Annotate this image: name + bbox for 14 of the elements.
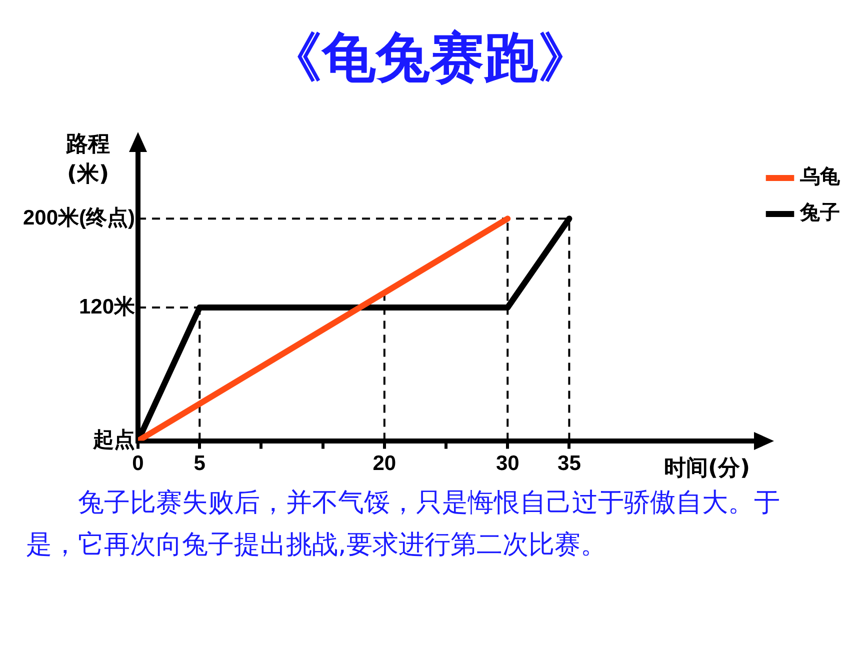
text: 兔子比赛失败后，并不气馁，只是悔恨自己过于骄傲自大。于是，它再次向兔子提出挑战,要求进行第二次比赛。 — [26, 487, 781, 562]
x-tick-label: 5 — [194, 452, 206, 476]
x-tick-label: 20 — [372, 452, 396, 476]
y-tick-label: 120米 — [78, 295, 136, 318]
legend-label: 乌龟 — [799, 164, 841, 188]
x-tick-label: 0 — [132, 452, 144, 476]
x-tick-label: 35 — [558, 452, 582, 476]
x-axis-title: 时间(分) — [664, 454, 750, 483]
chart-title: 《龟兔赛跑》 — [267, 25, 593, 91]
x-tick-label: 30 — [496, 452, 520, 476]
y-axis-title: 路程(米) — [65, 131, 112, 189]
y-tick-label: 起点 — [92, 428, 136, 452]
y-tick-label: 200米(终点) — [22, 206, 136, 230]
legend-label: 兔子 — [799, 200, 840, 224]
